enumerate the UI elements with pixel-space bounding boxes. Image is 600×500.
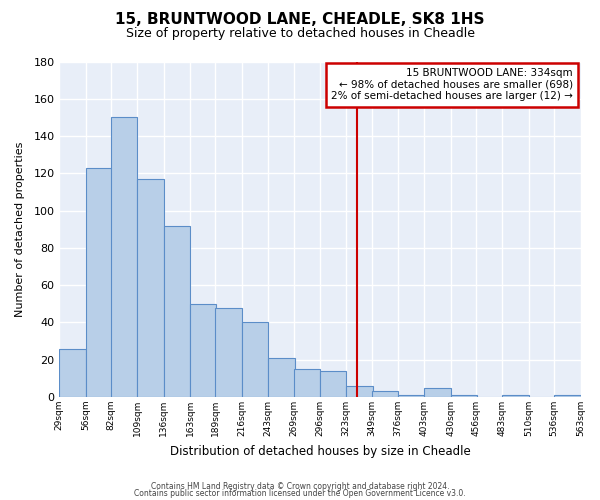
Y-axis label: Number of detached properties: Number of detached properties [15,142,25,317]
Bar [86,168,112,397]
X-axis label: Distribution of detached houses by size in Cheadle: Distribution of detached houses by size … [170,444,470,458]
Bar [242,322,268,397]
Bar [554,395,581,397]
Bar [293,369,320,397]
Bar [346,386,373,397]
Bar [190,304,217,397]
Bar [268,358,295,397]
Text: Contains public sector information licensed under the Open Government Licence v3: Contains public sector information licen… [134,489,466,498]
Text: 15, BRUNTWOOD LANE, CHEADLE, SK8 1HS: 15, BRUNTWOOD LANE, CHEADLE, SK8 1HS [115,12,485,28]
Bar [137,179,164,397]
Bar [398,395,424,397]
Bar [59,348,86,397]
Text: Contains HM Land Registry data © Crown copyright and database right 2024.: Contains HM Land Registry data © Crown c… [151,482,449,491]
Text: 15 BRUNTWOOD LANE: 334sqm
← 98% of detached houses are smaller (698)
2% of semi-: 15 BRUNTWOOD LANE: 334sqm ← 98% of detac… [331,68,572,102]
Bar [215,308,242,397]
Bar [502,395,529,397]
Bar [451,395,477,397]
Bar [164,226,190,397]
Bar [111,118,137,397]
Bar [371,392,398,397]
Bar [320,371,346,397]
Text: Size of property relative to detached houses in Cheadle: Size of property relative to detached ho… [125,28,475,40]
Bar [424,388,451,397]
